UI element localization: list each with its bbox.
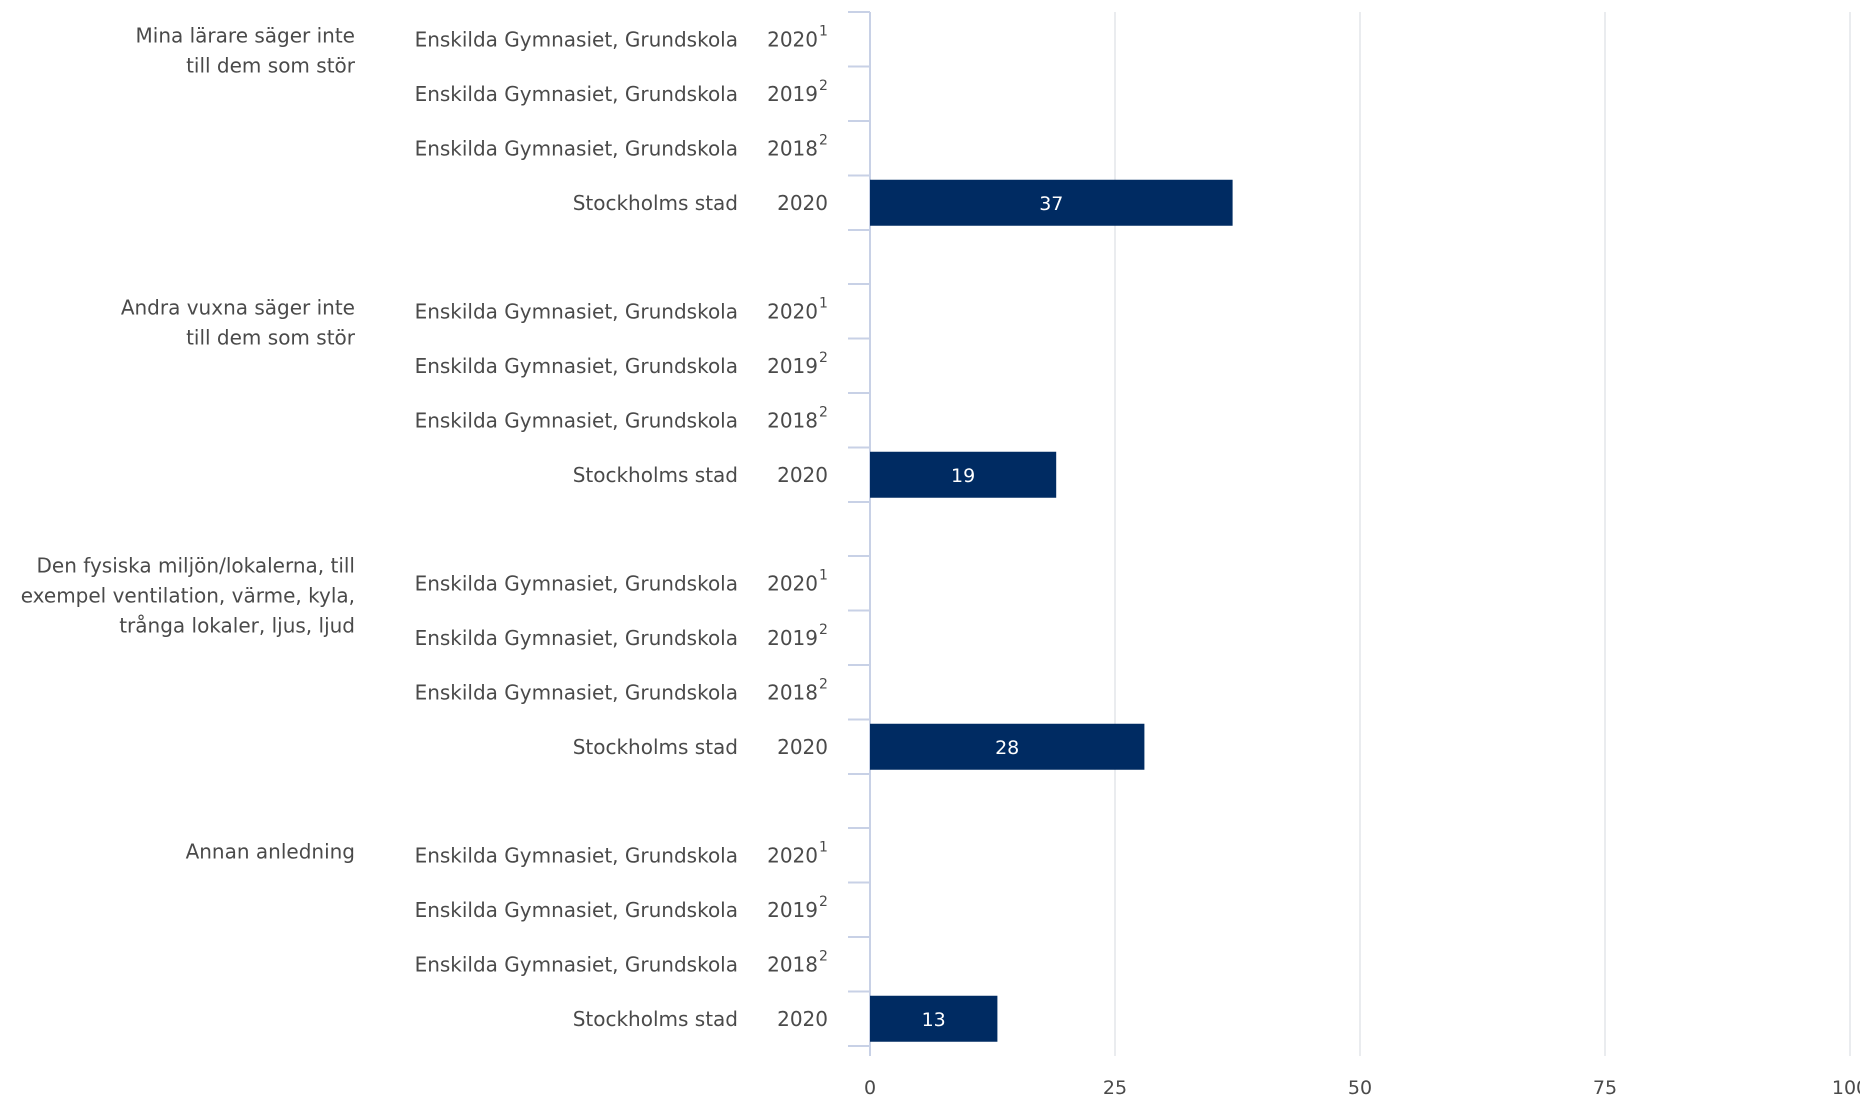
year-label: 2020 — [767, 843, 818, 867]
row-label: Stockholms stad — [573, 735, 738, 759]
row-label: Stockholms stad — [573, 1007, 738, 1031]
footnote-marker: 2 — [819, 132, 828, 148]
footnote-marker: 2 — [819, 894, 828, 910]
row-label: Stockholms stad — [573, 191, 738, 215]
year-label: 2018 — [767, 408, 818, 432]
year-label: 2020 — [767, 571, 818, 595]
year-label: 2018 — [767, 680, 818, 704]
footnote-marker: 1 — [819, 567, 828, 583]
row-label: Stockholms stad — [573, 463, 738, 487]
group-label: Den fysiska miljön/lokalerna, till — [37, 553, 355, 577]
bars: 37 19 28 13 — [870, 179, 1233, 1042]
year-label: 2019 — [767, 354, 818, 378]
year-label: 2018 — [767, 136, 818, 160]
data-label: 13 — [922, 1009, 946, 1031]
row-label: Enskilda Gymnasiet, Grundskola — [415, 571, 738, 595]
year-label: 2020 — [767, 27, 818, 51]
row-label: Enskilda Gymnasiet, Grundskola — [415, 27, 738, 51]
footnote-marker: 2 — [819, 622, 828, 638]
year-label: 2020 — [777, 735, 828, 759]
group-label: exempel ventilation, värme, kyla, — [21, 583, 355, 607]
x-tick-label: 0 — [864, 1077, 876, 1098]
year-label: 2020 — [777, 1007, 828, 1031]
row-label: Enskilda Gymnasiet, Grundskola — [415, 299, 738, 323]
footnote-marker: 2 — [819, 350, 828, 366]
year-label: 2019 — [767, 626, 818, 650]
group-label: Annan anledning — [186, 839, 355, 863]
row-label: Enskilda Gymnasiet, Grundskola — [415, 898, 738, 922]
category-labels: Mina lärare säger inte till dem som stör E… — [21, 23, 828, 1031]
bar — [870, 179, 1233, 226]
x-axis-ticks: 0 25 50 75 100 — [864, 1077, 1860, 1098]
row-label: Enskilda Gymnasiet, Grundskola — [415, 136, 738, 160]
group-label: Mina lärare säger inte — [136, 23, 355, 47]
row-label: Enskilda Gymnasiet, Grundskola — [415, 680, 738, 704]
bar — [870, 995, 998, 1042]
year-label: 2019 — [767, 898, 818, 922]
group-label: Andra vuxna säger inte — [121, 295, 355, 319]
footnote-marker: 1 — [819, 295, 828, 311]
data-label: 37 — [1039, 193, 1063, 215]
y-axis — [848, 11, 871, 1056]
group-label: till dem som stör — [186, 53, 356, 77]
footnote-marker: 2 — [819, 948, 828, 964]
year-label: 2018 — [767, 952, 818, 976]
footnote-marker: 2 — [819, 78, 828, 94]
footnote-marker: 2 — [819, 404, 828, 420]
x-tick-label: 100 — [1832, 1077, 1860, 1098]
bar — [870, 723, 1145, 770]
row-label: Enskilda Gymnasiet, Grundskola — [415, 843, 738, 867]
row-label: Enskilda Gymnasiet, Grundskola — [415, 952, 738, 976]
x-tick-label: 50 — [1348, 1077, 1372, 1098]
data-label: 19 — [951, 465, 975, 487]
x-tick-label: 25 — [1103, 1077, 1127, 1098]
group-label: till dem som stör — [186, 325, 356, 349]
x-tick-label: 75 — [1593, 1077, 1617, 1098]
footnote-marker: 2 — [819, 676, 828, 692]
row-label: Enskilda Gymnasiet, Grundskola — [415, 408, 738, 432]
group-label: trånga lokaler, ljus, ljud — [119, 613, 355, 637]
row-label: Enskilda Gymnasiet, Grundskola — [415, 626, 738, 650]
footnote-marker: 1 — [819, 839, 828, 855]
row-label: Enskilda Gymnasiet, Grundskola — [415, 354, 738, 378]
data-label: 28 — [995, 737, 1019, 759]
gridlines — [1114, 12, 1851, 1056]
year-label: 2019 — [767, 82, 818, 106]
bar — [870, 451, 1057, 498]
row-label: Enskilda Gymnasiet, Grundskola — [415, 82, 738, 106]
year-label: 2020 — [777, 463, 828, 487]
year-label: 2020 — [777, 191, 828, 215]
footnote-marker: 1 — [819, 23, 828, 39]
year-label: 2020 — [767, 299, 818, 323]
